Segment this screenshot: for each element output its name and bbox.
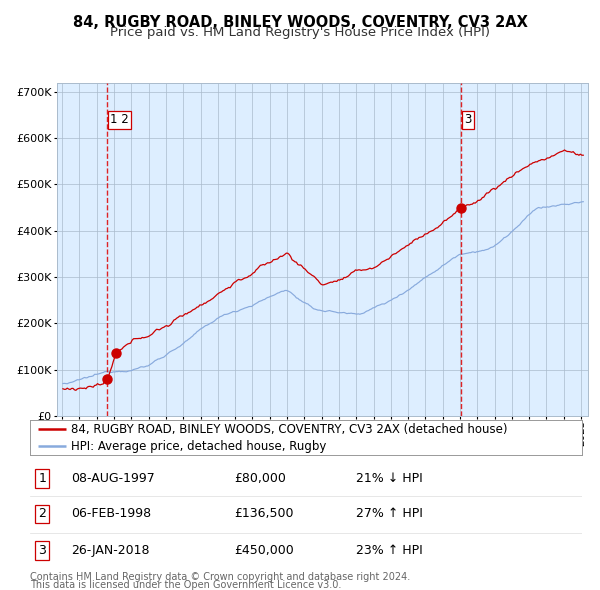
Text: 3: 3 [464,113,472,126]
Text: This data is licensed under the Open Government Licence v3.0.: This data is licensed under the Open Gov… [30,580,341,590]
Text: 06-FEB-1998: 06-FEB-1998 [71,507,152,520]
Text: 1: 1 [38,472,46,485]
Text: 27% ↑ HPI: 27% ↑ HPI [356,507,422,520]
Text: Contains HM Land Registry data © Crown copyright and database right 2024.: Contains HM Land Registry data © Crown c… [30,572,410,582]
Text: £80,000: £80,000 [234,472,286,485]
Text: 21% ↓ HPI: 21% ↓ HPI [356,472,422,485]
Text: 3: 3 [38,544,46,557]
Text: 1 2: 1 2 [110,113,129,126]
Text: Price paid vs. HM Land Registry's House Price Index (HPI): Price paid vs. HM Land Registry's House … [110,26,490,39]
Text: 2: 2 [38,507,46,520]
Text: 08-AUG-1997: 08-AUG-1997 [71,472,155,485]
Text: 84, RUGBY ROAD, BINLEY WOODS, COVENTRY, CV3 2AX (detached house): 84, RUGBY ROAD, BINLEY WOODS, COVENTRY, … [71,423,508,436]
Text: 23% ↑ HPI: 23% ↑ HPI [356,544,422,557]
Text: 84, RUGBY ROAD, BINLEY WOODS, COVENTRY, CV3 2AX: 84, RUGBY ROAD, BINLEY WOODS, COVENTRY, … [73,15,527,30]
Text: £136,500: £136,500 [234,507,294,520]
Text: HPI: Average price, detached house, Rugby: HPI: Average price, detached house, Rugb… [71,440,327,453]
Text: 26-JAN-2018: 26-JAN-2018 [71,544,150,557]
Text: £450,000: £450,000 [234,544,294,557]
